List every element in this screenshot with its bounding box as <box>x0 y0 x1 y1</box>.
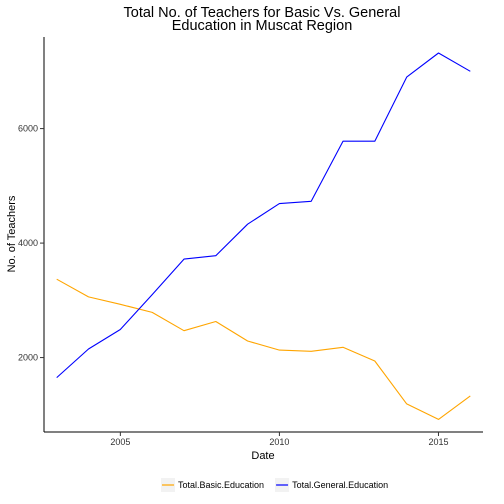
x-axis-ticks: 2005 2010 2015 <box>110 432 448 447</box>
y-tick-label: 2000 <box>18 353 38 363</box>
y-tick-label: 6000 <box>18 124 38 134</box>
chart-title-line-2: Education in Muscat Region <box>172 18 353 34</box>
legend-item-1: Total.Basic.Education <box>161 478 264 492</box>
series-line-1 <box>56 278 471 420</box>
x-axis-title: Date <box>251 450 274 462</box>
legend-label: Total.General.Education <box>292 480 388 490</box>
y-tick-label: 4000 <box>18 238 38 248</box>
series-line-2 <box>56 52 471 379</box>
legend: Total.Basic.Education Total.General.Educa… <box>161 478 388 492</box>
legend-label: Total.Basic.Education <box>178 480 264 490</box>
x-tick-label: 2005 <box>110 437 130 447</box>
chart-title-line-1: Total No. of Teachers for Basic Vs. Gene… <box>124 5 401 21</box>
y-axis-ticks: 2000 4000 6000 <box>18 124 44 363</box>
plot-area <box>56 52 471 420</box>
legend-item-2: Total.General.Education <box>275 478 388 492</box>
x-tick-label: 2015 <box>428 437 448 447</box>
y-axis-title: No. of Teachers <box>6 195 18 272</box>
x-tick-label: 2010 <box>269 437 289 447</box>
